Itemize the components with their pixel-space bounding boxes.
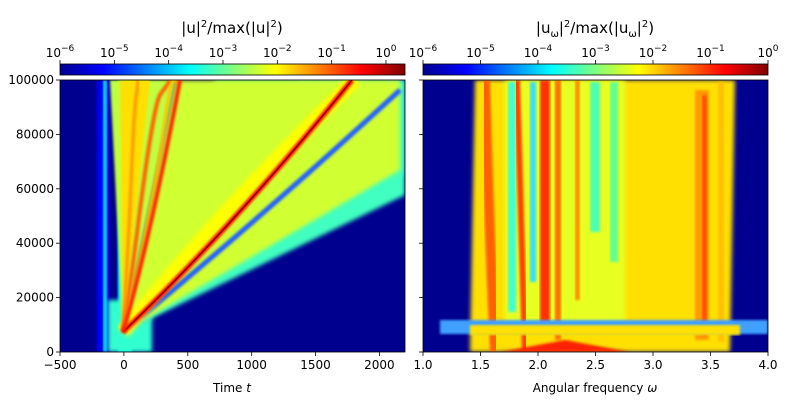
left-colorbar-title: |u|2/max(|u|2) (181, 19, 282, 37)
colorbar-tick-label: 10−3 (209, 44, 238, 60)
right-colorbar-ticks: 10−6 10−5 10−4 10−3 10−2 10−1 100 (409, 44, 779, 64)
y-tick-label: 40000 (16, 236, 54, 250)
colorbar-tick-label: 10−5 (466, 44, 495, 60)
y-tick-label: 0 (46, 345, 54, 359)
y-tick-label: 80000 (16, 127, 54, 141)
right-y-ticks (419, 79, 423, 353)
colorbar-tick-label: 10−3 (581, 44, 610, 60)
y-tick-label: 20000 (16, 291, 54, 305)
colorbar-tick-label: 100 (757, 44, 778, 60)
left-x-ticks: −500 0 500 1000 1500 2000 (44, 352, 395, 372)
x-tick-label: 500 (176, 358, 199, 372)
colorbar-tick-label: 10−5 (100, 44, 129, 60)
colorbar-tick-label: 10−1 (317, 44, 346, 60)
x-tick-label: 2.5 (586, 358, 605, 372)
colorbar-tick-label: 10−2 (639, 44, 668, 60)
y-tick-label: 60000 (16, 182, 54, 196)
colorbar-tick-label: 100 (375, 44, 396, 60)
right-colorbar-title: |uω|2/max(|uω|2) (536, 19, 654, 40)
left-x-axis-label: Time t (212, 381, 252, 395)
x-tick-label: 3.0 (643, 358, 662, 372)
left-y-ticks: 0 20000 40000 60000 80000 100000 (8, 73, 60, 359)
right-x-axis-label: Angular frequency ω (533, 381, 658, 395)
colorbar-tick-label: 10−1 (696, 44, 725, 60)
right-x-ticks: 1.0 1.5 2.0 2.5 3.0 3.5 4.0 (413, 352, 778, 372)
left-colorbar (59, 63, 406, 76)
left-colorbar-ticks: 10−6 10−5 10−4 10−3 10−2 10−1 100 (46, 44, 397, 64)
colorbar-tick-label: 10−2 (263, 44, 292, 60)
colorbar-tick-label: 10−4 (154, 44, 183, 60)
x-tick-label: 2000 (364, 358, 395, 372)
x-tick-label: −500 (44, 358, 77, 372)
x-tick-label: 1.0 (413, 358, 432, 372)
right-panel: |uω|2/max(|uω|2) 10−6 10−5 10−4 10−3 10−2 10−… (409, 19, 779, 395)
left-axes-frame (59, 79, 406, 353)
x-tick-label: 4.0 (758, 358, 777, 372)
x-tick-label: 2.0 (528, 358, 547, 372)
colorbar-tick-label: 10−4 (524, 44, 553, 60)
x-tick-label: 3.5 (701, 358, 720, 372)
x-tick-label: 1500 (300, 358, 331, 372)
right-colorbar (422, 63, 769, 76)
x-tick-label: 0 (120, 358, 128, 372)
y-tick-label: 100000 (8, 73, 54, 87)
x-tick-label: 1000 (236, 358, 267, 372)
left-panel: |u|2/max(|u|2) 10−6 10−5 10−4 10−3 10−2 10−1 1… (8, 19, 406, 395)
left-heatmap (60, 80, 405, 352)
colorbar-tick-label: 10−6 (409, 44, 438, 60)
colorbar-tick-label: 10−6 (46, 44, 75, 60)
right-heatmap (423, 80, 768, 352)
x-tick-label: 1.5 (471, 358, 490, 372)
